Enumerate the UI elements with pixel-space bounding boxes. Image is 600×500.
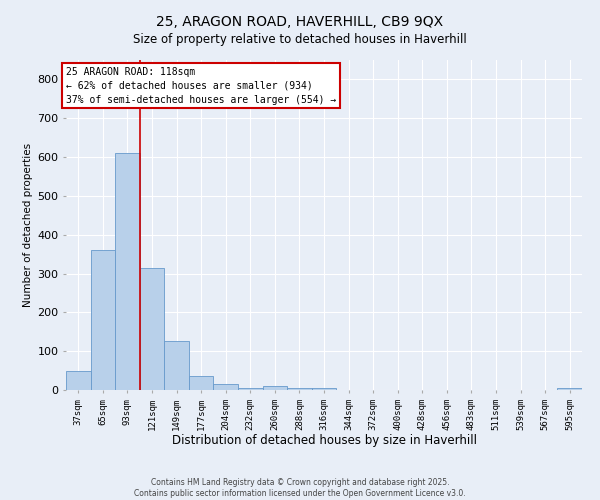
Bar	[287, 388, 312, 390]
Bar	[263, 386, 287, 390]
Bar	[312, 388, 336, 390]
Bar	[91, 250, 115, 390]
Bar	[164, 342, 189, 390]
Text: 25 ARAGON ROAD: 118sqm
← 62% of detached houses are smaller (934)
37% of semi-de: 25 ARAGON ROAD: 118sqm ← 62% of detached…	[66, 66, 336, 104]
X-axis label: Distribution of detached houses by size in Haverhill: Distribution of detached houses by size …	[172, 434, 476, 447]
Bar	[115, 153, 140, 390]
Y-axis label: Number of detached properties: Number of detached properties	[23, 143, 33, 307]
Text: Size of property relative to detached houses in Haverhill: Size of property relative to detached ho…	[133, 32, 467, 46]
Bar	[238, 388, 263, 390]
Text: Contains HM Land Registry data © Crown copyright and database right 2025.
Contai: Contains HM Land Registry data © Crown c…	[134, 478, 466, 498]
Bar	[214, 384, 238, 390]
Bar	[189, 376, 214, 390]
Bar	[66, 370, 91, 390]
Bar	[557, 388, 582, 390]
Bar	[140, 268, 164, 390]
Text: 25, ARAGON ROAD, HAVERHILL, CB9 9QX: 25, ARAGON ROAD, HAVERHILL, CB9 9QX	[157, 15, 443, 29]
